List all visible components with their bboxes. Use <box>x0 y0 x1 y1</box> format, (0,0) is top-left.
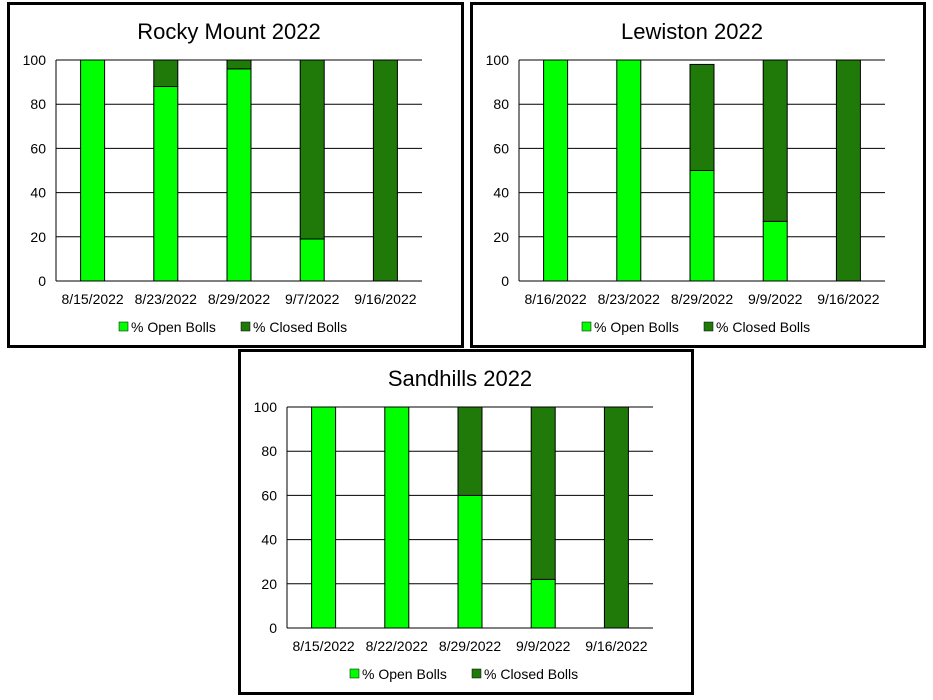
chart-title: Lewiston 2022 <box>621 19 763 44</box>
chart-panel-lewiston: Lewiston 2022 0 20 40 60 80 100 8/16/2022 8/23/2… <box>470 2 926 348</box>
legend-swatch-open <box>349 668 360 679</box>
y-tick-label: 60 <box>493 140 509 156</box>
y-tick-label: 20 <box>493 229 509 245</box>
legend-label-closed: % Closed Bolls <box>716 319 810 335</box>
bar-closed-bolls <box>530 406 556 580</box>
bar-open-bolls <box>311 406 337 629</box>
bar-open-bolls <box>530 578 556 629</box>
x-tick-label: 8/29/2022 <box>208 291 270 307</box>
legend-label-closed: % Closed Bolls <box>253 319 347 335</box>
bar-open-bolls <box>299 238 325 282</box>
legend-swatch-open <box>118 321 129 332</box>
legend-swatch-open <box>581 321 592 332</box>
x-tick-label: 9/16/2022 <box>585 638 647 654</box>
x-tick-label: 8/23/2022 <box>598 291 660 307</box>
bar-closed-bolls <box>762 59 788 222</box>
x-tick-label: 8/15/2022 <box>292 638 354 654</box>
bar-open-bolls <box>543 59 569 282</box>
chart-panel-rocky-mount: Rocky Mount 2022 0 20 40 60 80 100 8/15/2022 8/2… <box>7 2 464 348</box>
x-tick-label: 9/16/2022 <box>354 291 416 307</box>
chart-title: Sandhills 2022 <box>388 366 532 391</box>
bar-closed-bolls <box>689 63 715 171</box>
y-tick-label: 80 <box>261 443 277 459</box>
bar-open-bolls <box>153 86 179 282</box>
y-tick-label: 60 <box>261 487 277 503</box>
x-tick-label: 8/15/2022 <box>61 291 123 307</box>
legend-label-closed: % Closed Bolls <box>484 666 578 682</box>
x-tick-label: 9/9/2022 <box>748 291 803 307</box>
chart-title: Rocky Mount 2022 <box>137 19 320 44</box>
legend-swatch-closed <box>471 668 482 679</box>
bar-open-bolls <box>80 59 106 282</box>
bar-closed-bolls <box>835 59 861 282</box>
y-tick-label: 40 <box>261 532 277 548</box>
y-tick-label: 0 <box>269 620 277 636</box>
y-tick-label: 80 <box>30 96 46 112</box>
y-tick-label: 100 <box>486 52 510 68</box>
bar-open-bolls <box>689 170 715 282</box>
y-tick-label: 100 <box>254 399 278 415</box>
bar-open-bolls <box>616 59 642 282</box>
x-tick-label: 8/16/2022 <box>524 291 586 307</box>
bar-closed-bolls <box>372 59 398 282</box>
y-tick-label: 0 <box>501 273 509 289</box>
bar-closed-bolls <box>226 59 252 70</box>
chart-svg: Rocky Mount 2022 0 20 40 60 80 100 8/15/2022 8/2… <box>23 19 422 335</box>
chart-panel-sandhills: Sandhills 2022 0 20 40 60 80 100 8/15/2022 8/22/… <box>238 349 694 695</box>
bar-closed-bolls <box>603 406 629 629</box>
chart-svg: Sandhills 2022 0 20 40 60 80 100 8/15/2022 8/22/… <box>254 366 653 682</box>
bar-open-bolls <box>226 68 252 282</box>
x-tick-label: 8/23/2022 <box>135 291 197 307</box>
x-tick-label: 9/7/2022 <box>285 291 340 307</box>
legend-label-open: % Open Bolls <box>362 666 447 682</box>
x-tick-label: 8/29/2022 <box>439 638 501 654</box>
x-tick-label: 9/9/2022 <box>516 638 571 654</box>
y-tick-label: 60 <box>30 140 46 156</box>
bar-open-bolls <box>457 494 483 629</box>
y-tick-label: 100 <box>23 52 47 68</box>
legend-label-open: % Open Bolls <box>594 319 679 335</box>
x-tick-label: 9/16/2022 <box>817 291 879 307</box>
bar-closed-bolls <box>457 406 483 496</box>
bar-closed-bolls <box>153 59 179 88</box>
legend-swatch-closed <box>703 321 714 332</box>
y-tick-label: 20 <box>30 229 46 245</box>
y-tick-label: 40 <box>493 185 509 201</box>
chart-svg: Lewiston 2022 0 20 40 60 80 100 8/16/2022 8/23/2… <box>486 19 885 335</box>
bar-closed-bolls <box>299 59 325 240</box>
legend-label-open: % Open Bolls <box>131 319 216 335</box>
y-tick-label: 40 <box>30 185 46 201</box>
bar-open-bolls <box>384 406 410 629</box>
legend-swatch-closed <box>240 321 251 332</box>
y-tick-label: 80 <box>493 96 509 112</box>
x-tick-label: 8/22/2022 <box>366 638 428 654</box>
x-tick-label: 8/29/2022 <box>671 291 733 307</box>
bar-open-bolls <box>762 220 788 282</box>
y-tick-label: 20 <box>261 576 277 592</box>
y-tick-label: 0 <box>38 273 46 289</box>
